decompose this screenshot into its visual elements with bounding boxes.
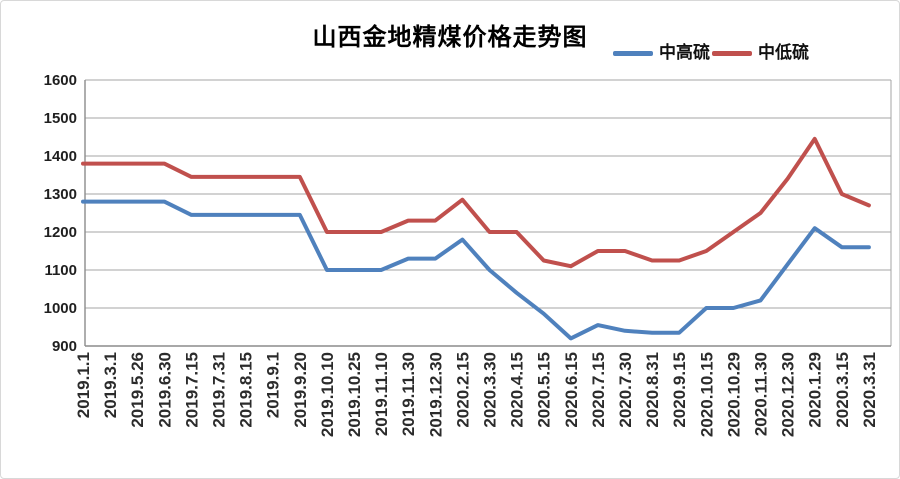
- x-tick-label: 2020.10.29: [724, 352, 743, 437]
- x-tick-label: 2019.1.1: [74, 352, 93, 418]
- x-tick-label: 2020.2.15: [453, 352, 472, 428]
- x-tick-label: 2019.9.20: [291, 352, 310, 428]
- x-tick-label: 2019.12.30: [426, 352, 445, 437]
- y-tick-label: 1000: [44, 300, 77, 317]
- x-tick-label: 2019.10.10: [318, 352, 337, 437]
- x-tick-label: 2020.9.15: [670, 352, 689, 428]
- legend-label-medium-low-sulfur: 中低硫: [758, 43, 809, 62]
- y-tick-label: 1100: [44, 262, 77, 279]
- x-tick-label: 2020.12.30: [779, 352, 798, 437]
- y-tick-label: 1300: [44, 186, 77, 203]
- legend-item-medium-low-sulfur: 中低硫: [712, 43, 809, 63]
- x-tick-label: 2020.8.31: [643, 352, 662, 428]
- x-tick-label: 2019.6.30: [155, 352, 174, 428]
- x-tick-label: 2019.5.26: [128, 352, 147, 428]
- x-tick-label: 2020.5.15: [535, 352, 554, 428]
- legend-label-medium-high-sulfur: 中高硫: [659, 43, 710, 62]
- y-tick-label: 900: [52, 338, 77, 355]
- y-tick-label: 1400: [44, 148, 77, 165]
- x-tick-label: 2019.9.1: [264, 352, 283, 418]
- x-tick-label: 2020.4.15: [508, 352, 527, 428]
- x-tick-label: 2020.3.15: [833, 352, 852, 428]
- x-tick-label: 2020.7.30: [616, 352, 635, 428]
- x-tick-label: 2019.7.31: [210, 352, 229, 428]
- y-tick-label: 1600: [44, 72, 77, 89]
- x-tick-label: 2020.3.30: [481, 352, 500, 428]
- x-tick-label: 2020.6.15: [562, 352, 581, 428]
- x-tick-label: 2019.7.15: [182, 352, 201, 428]
- legend-item-medium-high-sulfur: 中高硫: [613, 43, 710, 63]
- x-tick-label: 2020.7.15: [589, 352, 608, 428]
- x-tick-label: 2019.10.25: [345, 352, 364, 437]
- chart-legend: 中高硫 中低硫: [613, 43, 809, 63]
- x-tick-label: 2020.3.31: [860, 352, 879, 428]
- chart-title: 山西金地精煤价格走势图: [312, 24, 588, 51]
- legend-swatch-medium-low-sulfur-line-icon: [712, 50, 752, 56]
- x-tick-label: 2020.11.30: [752, 352, 771, 436]
- series-line-medium-low-sulfur: [81, 136, 871, 269]
- x-tick-label: 2020.1.29: [806, 352, 825, 428]
- y-tick-label: 1200: [44, 224, 77, 241]
- x-tick-label: 2019.11.30: [399, 352, 418, 436]
- x-tick-label: 2020.10.15: [697, 352, 716, 437]
- x-tick-label: 2019.8.15: [237, 352, 256, 428]
- legend-swatch-medium-high-sulfur-line-icon: [613, 50, 653, 56]
- y-tick-label: 1500: [44, 110, 77, 127]
- x-tick-label: 2019.3.1: [101, 352, 120, 418]
- series-line-medium-high-sulfur: [81, 199, 871, 341]
- x-tick-label: 2019.11.10: [372, 352, 391, 436]
